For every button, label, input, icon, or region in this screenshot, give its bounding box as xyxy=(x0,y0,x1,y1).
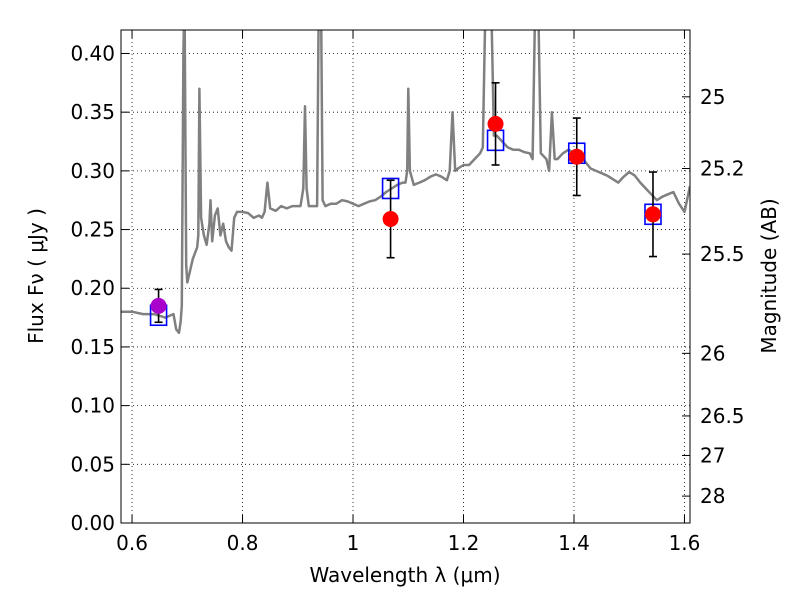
observed-photometry-point xyxy=(382,210,399,227)
magnitude-tick-label: 26 xyxy=(700,341,725,365)
x-tick-label: 0.8 xyxy=(227,531,259,555)
y-tick-label: 0.00 xyxy=(70,511,115,535)
x-tick-label: 1 xyxy=(347,531,360,555)
observed-photometry-point xyxy=(150,297,167,314)
magnitude-tick-label: 25.5 xyxy=(700,242,745,266)
magnitude-tick-label: 25.2 xyxy=(700,157,745,181)
marker-layer xyxy=(149,82,662,327)
magnitude-tick-label: 27 xyxy=(700,443,725,467)
magnitude-tick-label: 25 xyxy=(700,85,725,109)
x-axis: 0.6 0.8 1 1.2 1.4 1.6 xyxy=(116,30,700,555)
spectrum-line xyxy=(121,30,690,335)
y-tick-label: 0.30 xyxy=(70,159,115,183)
y-tick-label: 0.20 xyxy=(70,276,115,300)
observed-photometry-point xyxy=(568,148,585,165)
y-tick-label: 0.05 xyxy=(70,452,115,476)
y-tick-label: 0.40 xyxy=(70,41,115,65)
magnitude-tick-label: 28 xyxy=(700,484,725,508)
observed-photometry-point xyxy=(644,206,661,223)
magnitude-axis: 25 25.2 25.5 26 26.5 27 28 xyxy=(682,85,745,508)
plot-frame xyxy=(120,29,691,524)
x-axis-label: Wavelength λ (μm) xyxy=(309,563,500,587)
x-tick-label: 1.6 xyxy=(669,531,701,555)
x-tick-label: 1.4 xyxy=(558,531,590,555)
observed-photometry-point xyxy=(487,115,504,132)
spectrum-layer xyxy=(121,30,690,335)
y-tick-label: 0.35 xyxy=(70,100,115,124)
magnitude-tick-label: 26.5 xyxy=(700,404,745,428)
x-tick-label: 0.6 xyxy=(116,531,148,555)
magnitude-axis-label: Magnitude (AB) xyxy=(757,198,781,353)
x-tick-label: 1.2 xyxy=(448,531,480,555)
y-tick-label: 0.15 xyxy=(70,335,115,359)
y-tick-label: 0.10 xyxy=(70,394,115,418)
y-tick-label: 0.25 xyxy=(70,218,115,242)
plot-area xyxy=(121,30,690,335)
y-axis-label: Flux Fν ( μJy ) xyxy=(24,208,48,344)
y-axis: 0.00 0.05 0.10 0.15 0.20 0.25 0.30 0.35 0.40 xyxy=(70,41,129,535)
